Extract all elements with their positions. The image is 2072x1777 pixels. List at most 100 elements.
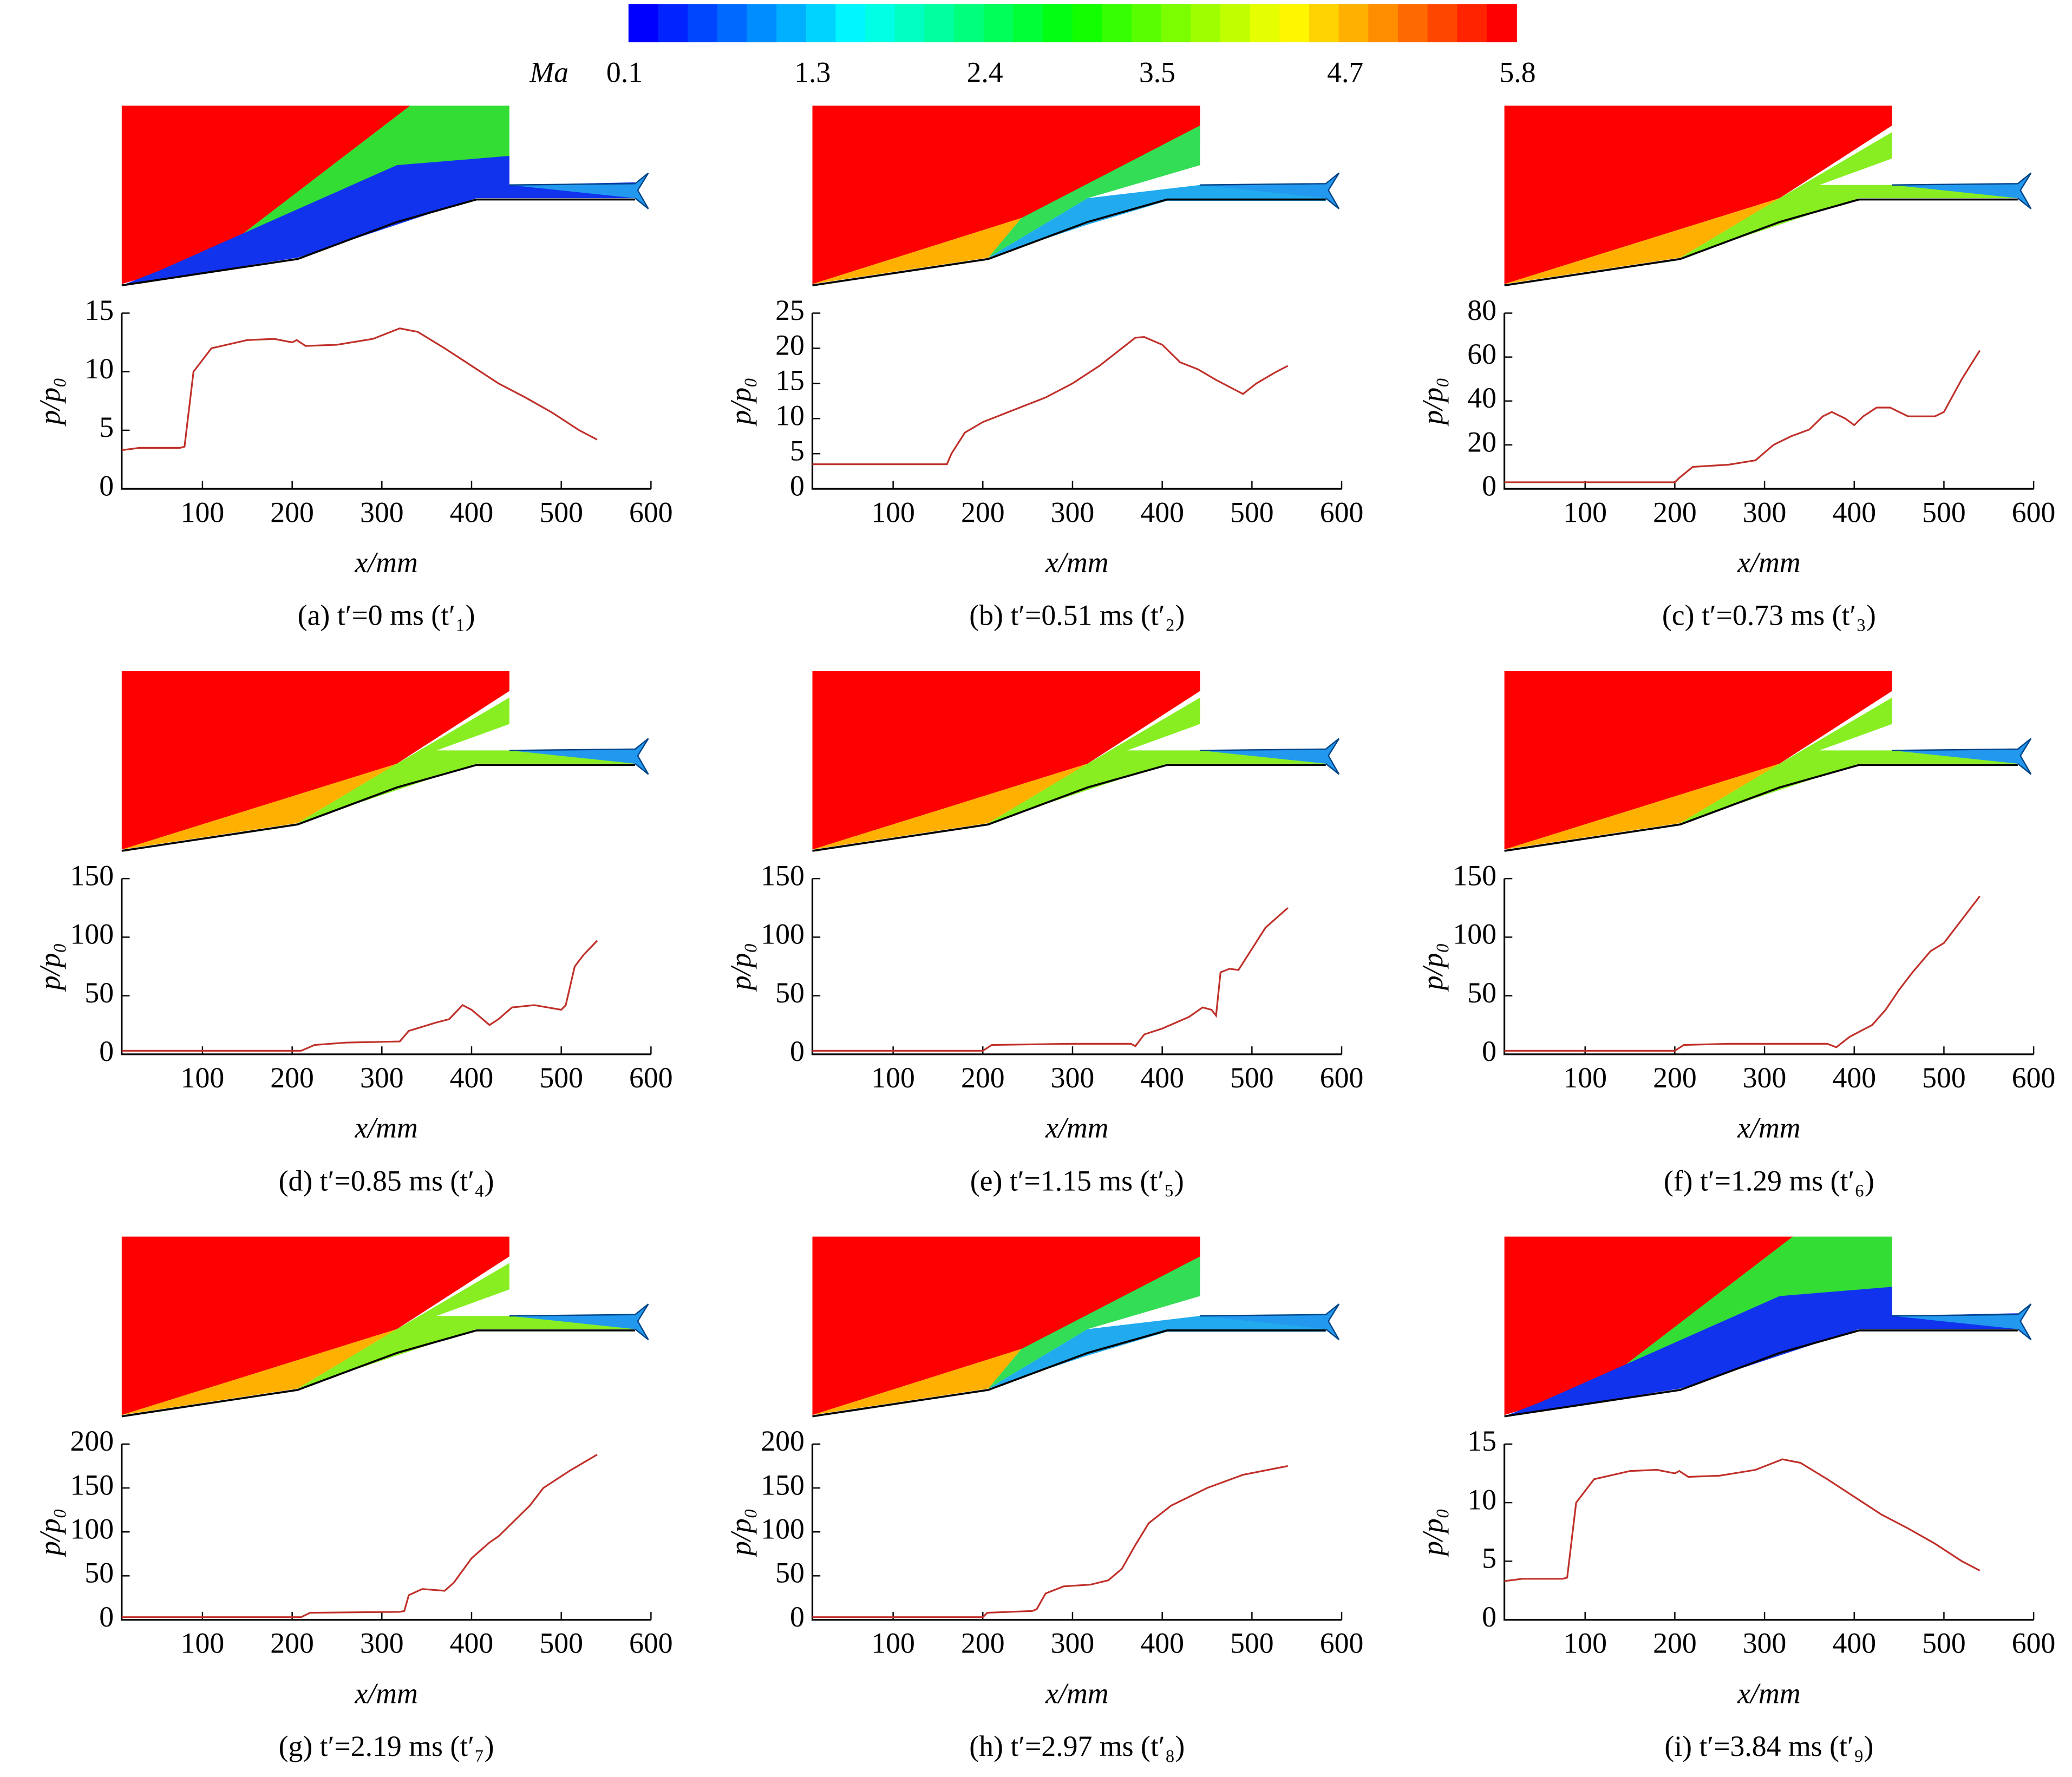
expansion-region [988,697,1326,823]
colorbar-band [954,4,984,43]
x-tick-label: 300 [360,1627,404,1660]
y-axis-label: p/p₀ [34,943,66,992]
ramp-wall [1504,198,2018,287]
y-tick-label: 100 [70,918,114,950]
x-tick-label: 600 [1320,1627,1364,1660]
x-tick-label: 600 [629,496,673,528]
x-tick-label: 500 [1230,1627,1274,1660]
y-tick-label: 150 [70,860,114,892]
cowl [509,1303,649,1341]
y-tick-label: 20 [775,329,805,362]
freestream-region [812,1236,1200,1415]
y-tick-label: 50 [84,976,114,1009]
x-tick-label: 600 [629,1061,673,1094]
y-tick-label: 5 [1482,1542,1496,1575]
y-tick-label: 50 [1467,976,1496,1009]
colorbar-band [1250,4,1280,43]
y-tick-label: 0 [99,1035,114,1067]
x-axis-label: x/mm [1737,546,1800,579]
x-tick-label: 300 [360,496,404,528]
x-axis-label: x/mm [354,546,417,579]
colorbar-band [924,4,955,43]
y-tick-label: 100 [70,1513,114,1545]
x-tick-label: 200 [270,496,314,528]
x-tick-label: 300 [1743,1627,1787,1660]
x-tick-label: 600 [2012,1627,2056,1660]
panel-caption: (f) t′=1.29 ms (t′₆) [1664,1164,1874,1197]
separation-region [121,156,636,286]
x-tick-label: 400 [1832,1627,1876,1660]
colorbar-band [776,4,807,43]
x-tick-label: 500 [539,496,583,528]
compression-region [121,1329,397,1415]
cowl [509,172,649,209]
y-tick-label: 0 [1482,1035,1496,1067]
freestream-region [1504,106,1892,284]
x-axis-label: x/mm [1737,1677,1800,1709]
colorbar-band [747,4,777,43]
x-tick-label: 100 [871,1627,915,1660]
y-tick-label: 0 [1482,469,1496,502]
y-tick-label: 0 [790,1601,805,1633]
x-axis-label: x/mm [1045,1677,1108,1709]
x-tick-label: 400 [450,1627,494,1660]
panel-caption: (g) t′=2.19 ms (t′₇) [279,1730,494,1762]
x-tick-label: 200 [1653,1061,1697,1094]
y-tick-label: 0 [99,469,114,502]
colorbar-tick-label: 4.7 [1327,56,1363,88]
x-tick-label: 600 [2012,1061,2056,1094]
x-tick-label: 300 [1743,496,1787,528]
x-tick-label: 400 [1140,1061,1184,1094]
colorbar-band [865,4,896,43]
y-tick-label: 15 [84,294,114,326]
y-tick-label: 60 [1467,338,1496,370]
compression-region [812,218,1022,284]
x-axis-label: x/mm [1045,1112,1108,1144]
expansion-region [988,125,1200,258]
x-tick-label: 400 [1832,1061,1876,1094]
colorbar-band [688,4,718,43]
x-tick-label: 600 [1320,1061,1364,1094]
colorbar-band [1191,4,1221,43]
axes-frame [1504,1444,2034,1621]
colorbar-band [717,4,748,43]
y-tick-label: 100 [761,918,805,950]
freestream-region [121,106,410,284]
panel-caption: (a) t′=0 ms (t′₁) [298,599,475,632]
y-axis-label: p/p₀ [1416,1509,1449,1558]
y-tick-label: 10 [775,399,805,432]
pressure-line [121,940,598,1052]
panel-caption: (d) t′=0.85 ms (t′₄) [279,1164,494,1197]
panel-caption: (b) t′=0.51 ms (t′₂) [969,599,1185,632]
colorbar-band [1338,4,1369,43]
x-tick-label: 500 [1230,1061,1274,1094]
freestream-region [812,671,1200,850]
expansion-region [1680,697,2018,823]
pressure-line [121,1454,598,1618]
x-tick-label: 600 [629,1627,673,1660]
colorbar-band [628,4,659,43]
y-axis-label: p/p₀ [724,1509,757,1558]
expansion-region [1680,132,2018,258]
y-tick-label: 100 [761,1513,805,1545]
freestream-region [1504,1236,1793,1415]
x-tick-label: 100 [181,496,225,528]
colorbar-band [658,4,689,43]
x-tick-label: 300 [1051,1627,1095,1660]
x-tick-label: 200 [1653,1627,1697,1660]
colorbar-band [1457,4,1488,43]
compression-region [1504,198,1780,284]
colorbar-band [1427,4,1458,43]
ramp-wall [812,198,1326,287]
colorbar-band [835,4,866,43]
colorbar-band [1368,4,1399,43]
y-tick-label: 150 [70,1468,114,1501]
expansion-region [297,1263,636,1389]
pressure-line [1504,1458,1981,1582]
colorbar-tick-label: 3.5 [1139,56,1175,88]
x-tick-label: 300 [1051,1061,1095,1094]
colorbar-band [983,4,1014,43]
ramp-wall [121,1329,636,1418]
colorbar-band [806,4,836,43]
